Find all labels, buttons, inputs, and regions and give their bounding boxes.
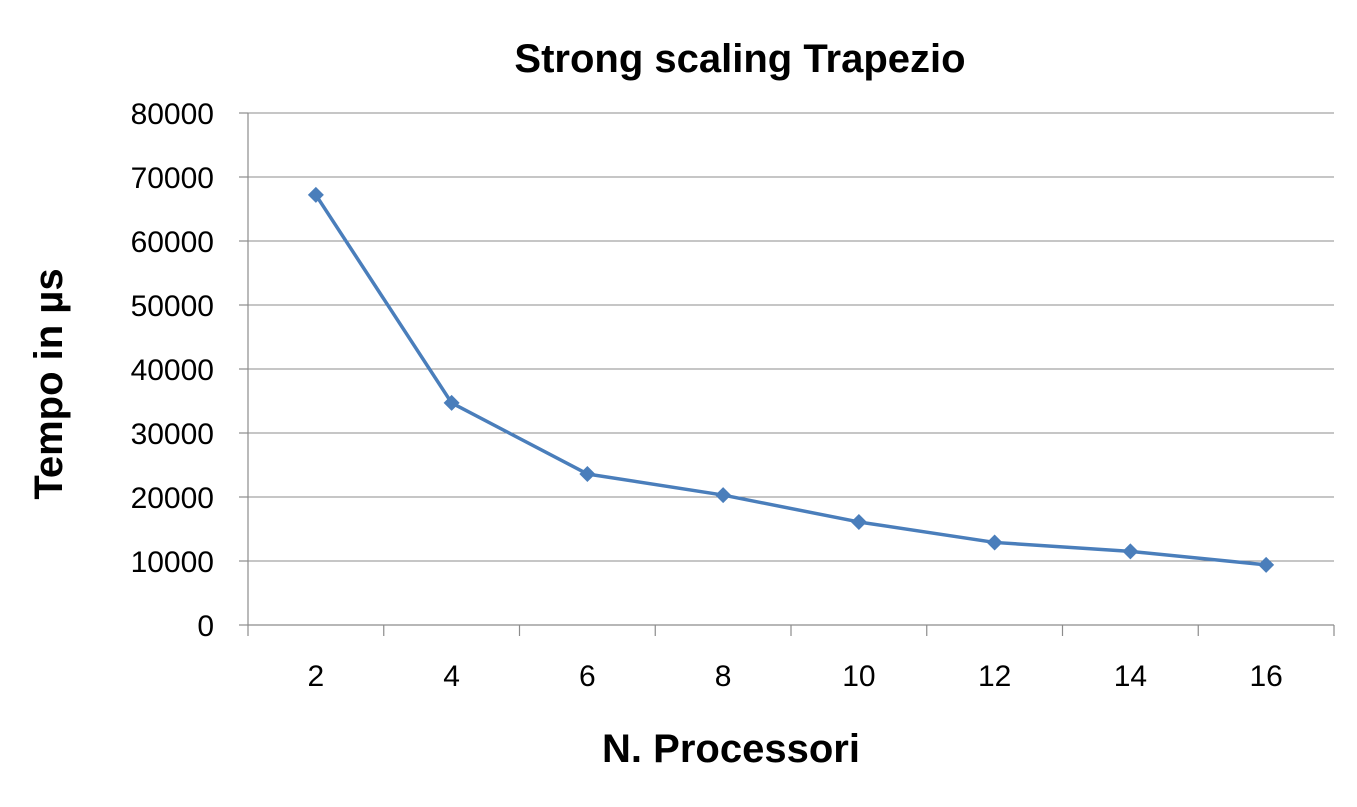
y-tick-label: 20000: [131, 482, 214, 515]
x-tick-label: 6: [579, 660, 596, 693]
y-tick-label: 30000: [131, 418, 214, 451]
data-point-marker: [307, 186, 324, 203]
data-point-marker: [1122, 543, 1139, 560]
x-tick-label: 10: [842, 660, 875, 693]
data-point-marker: [579, 465, 596, 482]
y-tick-label: 40000: [131, 354, 214, 387]
y-tick-label: 80000: [131, 98, 214, 131]
x-tick-label: 16: [1249, 660, 1282, 693]
series-layer: [307, 186, 1275, 573]
y-axis-tick-labels: 0 10000 20000 30000 40000 50000 60000 70000 8000…: [131, 98, 214, 643]
chart-title: Strong scaling Trapezio: [514, 37, 965, 81]
y-tick-label: 70000: [131, 162, 214, 195]
x-tick-label: 14: [1114, 660, 1147, 693]
axes: [239, 112, 1335, 636]
data-point-marker: [986, 534, 1003, 551]
data-point-marker: [1258, 556, 1275, 573]
y-tick-label: 50000: [131, 290, 214, 323]
series-line: [314, 193, 1268, 567]
y-tick-label: 60000: [131, 226, 214, 259]
x-tick-label: 2: [308, 660, 325, 693]
x-axis-tick-labels: 2 4 6 8 10 12 14 16: [308, 660, 1283, 693]
data-point-marker: [443, 394, 460, 411]
x-tick-label: 8: [715, 660, 732, 693]
data-point-marker: [715, 487, 732, 504]
x-tick-label: 4: [443, 660, 460, 693]
data-point-marker: [850, 513, 867, 530]
x-tick-label: 12: [978, 660, 1011, 693]
y-tick-label: 0: [197, 610, 214, 643]
gridlines: [248, 112, 1334, 562]
y-tick-label: 10000: [131, 546, 214, 579]
y-axis-title: Tempo in µs: [27, 268, 71, 499]
x-axis-title: N. Processori: [602, 727, 860, 771]
